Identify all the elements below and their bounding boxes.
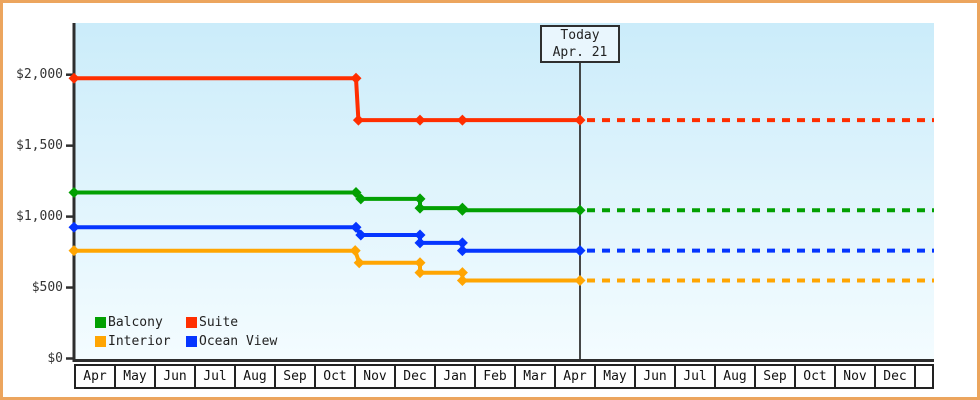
data-point-marker — [414, 193, 426, 205]
data-point-marker — [353, 257, 365, 269]
data-point-marker — [574, 114, 586, 126]
y-tick-label: $1,000 — [16, 208, 63, 224]
legend-item-interior: Interior — [95, 333, 186, 349]
legend-swatch-icon — [95, 316, 106, 328]
month-cell: Oct — [796, 366, 836, 387]
legend-swatch-icon — [186, 335, 197, 347]
y-tick-label: $1,500 — [16, 137, 63, 153]
data-point-marker — [414, 202, 426, 214]
month-cell: Apr — [76, 366, 116, 387]
data-point-marker — [350, 72, 362, 84]
legend-item-balcony: Balcony — [95, 314, 186, 330]
data-point-marker — [355, 229, 367, 241]
today-label: Today — [560, 28, 600, 43]
data-point-marker — [574, 245, 586, 257]
month-cell: Jul — [196, 366, 236, 387]
month-cell: Aug — [716, 366, 756, 387]
legend-swatch-icon — [186, 316, 197, 328]
month-cell: Nov — [836, 366, 876, 387]
month-cell: Sep — [756, 366, 796, 387]
data-point-marker — [456, 245, 468, 257]
data-point-marker — [414, 229, 426, 241]
y-tick-label: $2,000 — [16, 66, 63, 82]
data-point-marker — [68, 186, 80, 198]
chart-legend: Balcony Suite Interior Ocean View — [95, 314, 278, 349]
chart-canvas — [66, 23, 934, 362]
month-cell: Nov — [356, 366, 396, 387]
data-point-marker — [414, 267, 426, 279]
month-cell: Feb — [476, 366, 516, 387]
month-cell: May — [596, 366, 636, 387]
legend-label: Ocean View — [199, 333, 278, 349]
legend-item-suite: Suite — [186, 314, 277, 330]
y-tick-label: $0 — [47, 350, 63, 366]
legend-label: Balcony — [108, 314, 163, 330]
legend-label: Interior — [108, 333, 171, 349]
month-cell: Jan — [436, 366, 476, 387]
data-point-marker — [574, 204, 586, 216]
series-line-suite — [74, 76, 580, 123]
data-point-marker — [68, 221, 80, 233]
data-point-marker — [414, 257, 426, 269]
month-cell: Apr — [556, 366, 596, 387]
legend-swatch-icon — [95, 335, 106, 347]
data-point-marker — [456, 114, 468, 126]
legend-item-ocean-view: Ocean View — [186, 333, 278, 349]
data-point-marker — [574, 274, 586, 286]
month-cell: Dec — [396, 366, 436, 387]
month-cell: Mar — [516, 366, 556, 387]
data-point-marker — [352, 114, 364, 126]
today-date: Apr. 21 — [552, 45, 608, 60]
month-cell: Jul — [676, 366, 716, 387]
month-cell-empty — [916, 366, 932, 387]
data-point-marker — [355, 193, 367, 205]
month-cell: Oct — [316, 366, 356, 387]
month-cell: Aug — [236, 366, 276, 387]
data-point-marker — [456, 204, 468, 216]
today-marker-box: Today Apr. 21 — [540, 25, 620, 63]
legend-label: Suite — [199, 314, 239, 330]
x-axis-month-strip: Apr May Jun Jul Aug Sep Oct Nov Dec Jan Feb Mar Apr M… — [74, 364, 934, 389]
x-axis-spine — [72, 359, 934, 362]
data-point-marker — [68, 245, 80, 257]
month-cell: Dec — [876, 366, 916, 387]
data-point-marker — [68, 72, 80, 84]
data-point-marker — [414, 114, 426, 126]
month-cell: Sep — [276, 366, 316, 387]
data-point-marker — [349, 245, 361, 257]
data-point-marker — [350, 186, 362, 198]
data-point-marker — [414, 237, 426, 249]
month-cell: Jun — [156, 366, 196, 387]
data-point-marker — [350, 221, 362, 233]
month-cell: May — [116, 366, 156, 387]
month-cell: Jun — [636, 366, 676, 387]
data-point-marker — [456, 267, 468, 279]
data-point-marker — [456, 274, 468, 286]
data-point-marker — [456, 237, 468, 249]
y-tick-label: $500 — [31, 279, 63, 295]
